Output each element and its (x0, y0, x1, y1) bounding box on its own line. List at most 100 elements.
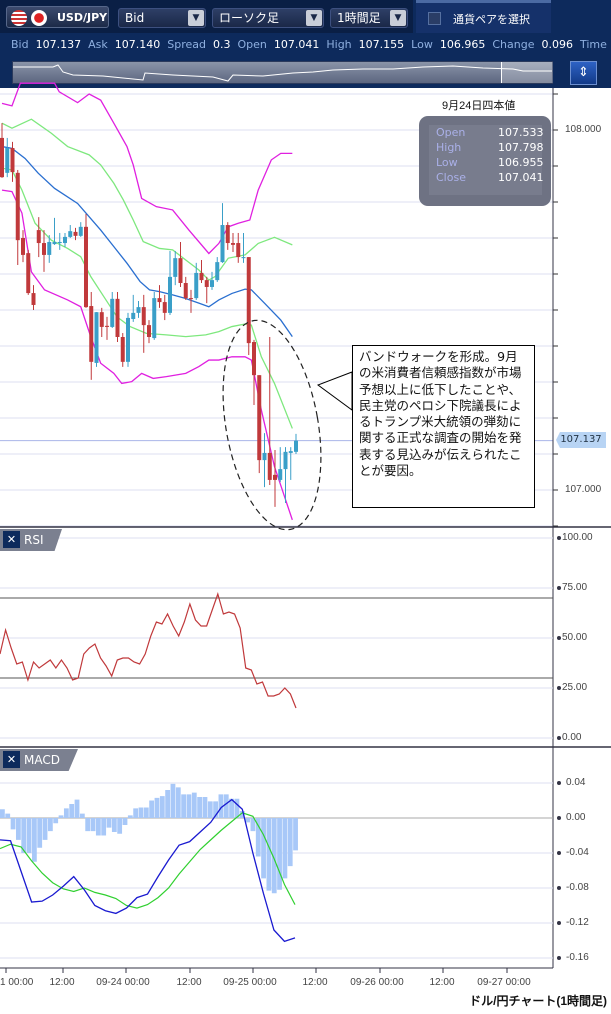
candle-body (178, 258, 183, 283)
quote-label: Ask (88, 38, 108, 51)
quote-value: 107.155 (358, 38, 405, 51)
candle-body (15, 172, 20, 241)
chevron-down-icon: ▼ (188, 10, 204, 26)
macd-signal-line (0, 812, 296, 909)
macd-axis-label: -0.16 (566, 952, 589, 963)
rsi-title: RSI (24, 533, 44, 547)
axis-dot (557, 636, 561, 640)
bollinger-upper2 (1, 82, 293, 255)
candle-body (68, 231, 73, 237)
macd-histogram-bar (159, 796, 165, 818)
navigator-range-handle[interactable] (501, 62, 553, 83)
macd-histogram-bar (261, 818, 266, 879)
candle-body (94, 312, 99, 363)
candle-body (194, 272, 199, 299)
ohlc-key: Low (436, 156, 458, 169)
ohlc-info-box: Open 107.533 High 107.798 Low 106.955 Close… (419, 116, 551, 206)
ohlc-value: 107.533 (498, 126, 544, 139)
current-price-label: 107.137 (556, 432, 606, 448)
highlight-ellipse (222, 319, 322, 531)
macd-histogram-bar (239, 811, 245, 818)
x-axis-label: 09-25 00:00 (223, 977, 277, 988)
candle-body (126, 317, 130, 362)
ohlc-title: 9月24日四本値 (442, 100, 516, 112)
axis-dot (557, 686, 561, 690)
price-type-select[interactable]: Bid ▼ (118, 8, 206, 28)
axis-dot (557, 736, 561, 740)
chevron-down-icon: ▼ (390, 10, 406, 26)
candle-body (78, 226, 83, 236)
macd-histogram-bar (63, 808, 69, 818)
candle-body (173, 258, 178, 277)
macd-histogram-bar (5, 813, 11, 818)
candle-body (57, 241, 62, 244)
macd-histogram-bar (282, 818, 288, 879)
macd-histogram-bar (218, 794, 224, 818)
callout-pointer (316, 371, 353, 411)
candle-body (273, 474, 277, 480)
quote-value: 0.3 (212, 38, 231, 51)
annotation-callout: バンドウォークを形成。9月の米消費者信頼感指数が市場予想以上に低下したことや、民… (352, 345, 535, 508)
currency-pair-button[interactable]: USD/JPY (6, 6, 109, 28)
candle-body (99, 312, 104, 327)
candle-body (10, 148, 15, 173)
timeframe-select[interactable]: 1時間足 ▼ (330, 8, 408, 28)
axis-dot (557, 921, 561, 925)
macd-histogram-bar (53, 818, 59, 824)
ohlc-row-high: High 107.798 (436, 141, 544, 155)
candle-body (120, 337, 125, 362)
ohlc-row-open: Open 107.533 (436, 126, 544, 140)
candle-body (63, 236, 67, 244)
candle-body (141, 307, 146, 326)
rsi-axis-label: 25.00 (562, 682, 588, 693)
macd-histogram-bar (143, 807, 149, 818)
candle-body (231, 243, 235, 245)
macd-histogram-bar (170, 783, 176, 818)
candle-body (31, 293, 36, 305)
x-axis-label: 12:00 (302, 977, 328, 988)
macd-histogram-bar (101, 818, 107, 836)
macd-line (0, 798, 296, 943)
rsi-line (0, 591, 297, 709)
candle-body (267, 452, 272, 480)
macd-histogram-bar (58, 815, 64, 818)
candle-body (157, 298, 162, 303)
close-icon[interactable]: ✕ (3, 531, 20, 548)
candle-body (246, 257, 251, 344)
navigator-scrollbar[interactable] (12, 61, 553, 84)
close-icon[interactable]: ✕ (3, 751, 20, 768)
bollinger-middle (1, 145, 293, 338)
macd-histogram-bar (0, 809, 5, 818)
axis-dot (557, 816, 561, 820)
select-pair-checkbox[interactable] (428, 12, 441, 25)
select-pair-label: 通貨ペアを選択 (453, 13, 530, 26)
x-axis-label: 09-27 00:00 (477, 977, 531, 988)
ohlc-key: High (436, 141, 462, 154)
candle-body (168, 276, 172, 313)
candle-body (110, 298, 115, 327)
macd-histogram-bar (47, 818, 53, 832)
candle-body (288, 451, 293, 453)
macd-histogram-bar (165, 790, 171, 818)
macd-histogram-bar (111, 818, 117, 832)
candle-body (236, 243, 241, 258)
candle-body (220, 225, 225, 263)
toolbar: USD/JPY Bid ▼ ローソク足 ▼ 1時間足 ▼ 通貨ペアを選択 Bid 107… (0, 0, 611, 88)
macd-histogram-bar (277, 818, 282, 890)
candle-body (257, 375, 262, 461)
macd-histogram-bar (106, 818, 112, 828)
candle-body (199, 272, 204, 281)
candle-body (42, 243, 46, 255)
candle-body (84, 226, 88, 308)
macd-histogram-bar (42, 818, 48, 840)
rsi-axis-label: 0.00 (562, 732, 582, 743)
chart-type-select[interactable]: ローソク足 ▼ (212, 8, 324, 28)
price-axis-label: 108.000 (565, 124, 602, 135)
axis-dot (557, 851, 561, 855)
macd-histogram-bar (154, 797, 160, 818)
lock-resize-icon[interactable]: ⇕ (570, 61, 597, 85)
price-type-value: Bid (125, 11, 145, 25)
axis-dot (557, 781, 561, 785)
macd-histogram-bar (271, 818, 277, 894)
